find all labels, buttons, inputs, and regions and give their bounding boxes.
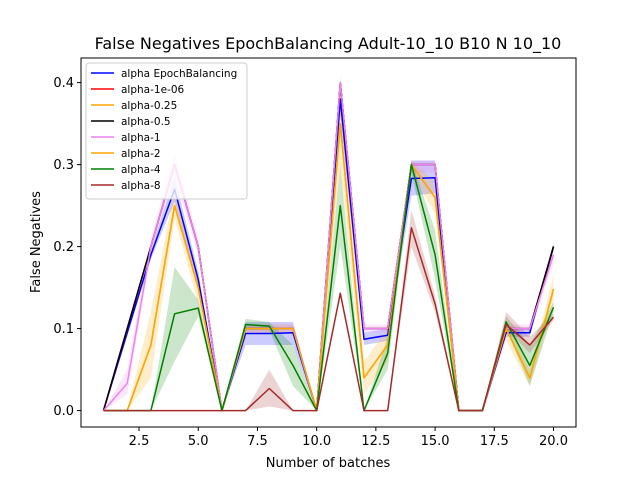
x-tick-label: 17.5 xyxy=(480,434,509,449)
x-tick-label: 10.0 xyxy=(302,434,331,449)
x-axis: 2.5 5.0 7.5 10.0 12.5 15.0 17.5 20.0 xyxy=(129,427,568,449)
x-tick-label: 5.0 xyxy=(188,434,209,449)
x-tick-label: 15.0 xyxy=(421,434,450,449)
y-tick-label: 0.2 xyxy=(53,240,74,255)
y-axis-label: False Negatives xyxy=(29,191,44,293)
chart-title: False Negatives EpochBalancing Adult-10_… xyxy=(95,34,562,54)
legend-label: alpha-0.25 xyxy=(121,100,177,112)
x-tick-label: 2.5 xyxy=(129,434,150,449)
y-tick-label: 0.4 xyxy=(53,76,74,91)
legend-label: alpha-4 xyxy=(121,164,161,176)
legend-label: alpha-0.5 xyxy=(121,116,171,128)
x-tick-label: 20.0 xyxy=(539,434,568,449)
legend-label: alpha-1 xyxy=(121,132,161,144)
legend-label: alpha-8 xyxy=(121,180,161,192)
y-axis: 0.0 0.1 0.2 0.3 0.4 xyxy=(53,76,81,419)
legend-label: alpha EpochBalancing xyxy=(121,68,237,80)
y-tick-label: 0.1 xyxy=(53,322,74,337)
legend: alpha EpochBalancing alpha-1e-06 alpha-0.2… xyxy=(85,62,248,200)
x-tick-label: 12.5 xyxy=(361,434,390,449)
x-axis-label: Number of batches xyxy=(266,456,391,471)
legend-box xyxy=(85,62,248,200)
legend-label: alpha-2 xyxy=(121,148,161,160)
x-tick-label: 7.5 xyxy=(247,434,268,449)
plot-frame xyxy=(80,57,577,428)
y-tick-label: 0.3 xyxy=(53,158,74,173)
line-alpha-8-7 xyxy=(103,226,555,412)
y-tick-label: 0.0 xyxy=(53,404,74,419)
legend-label: alpha-1e-06 xyxy=(121,84,185,96)
